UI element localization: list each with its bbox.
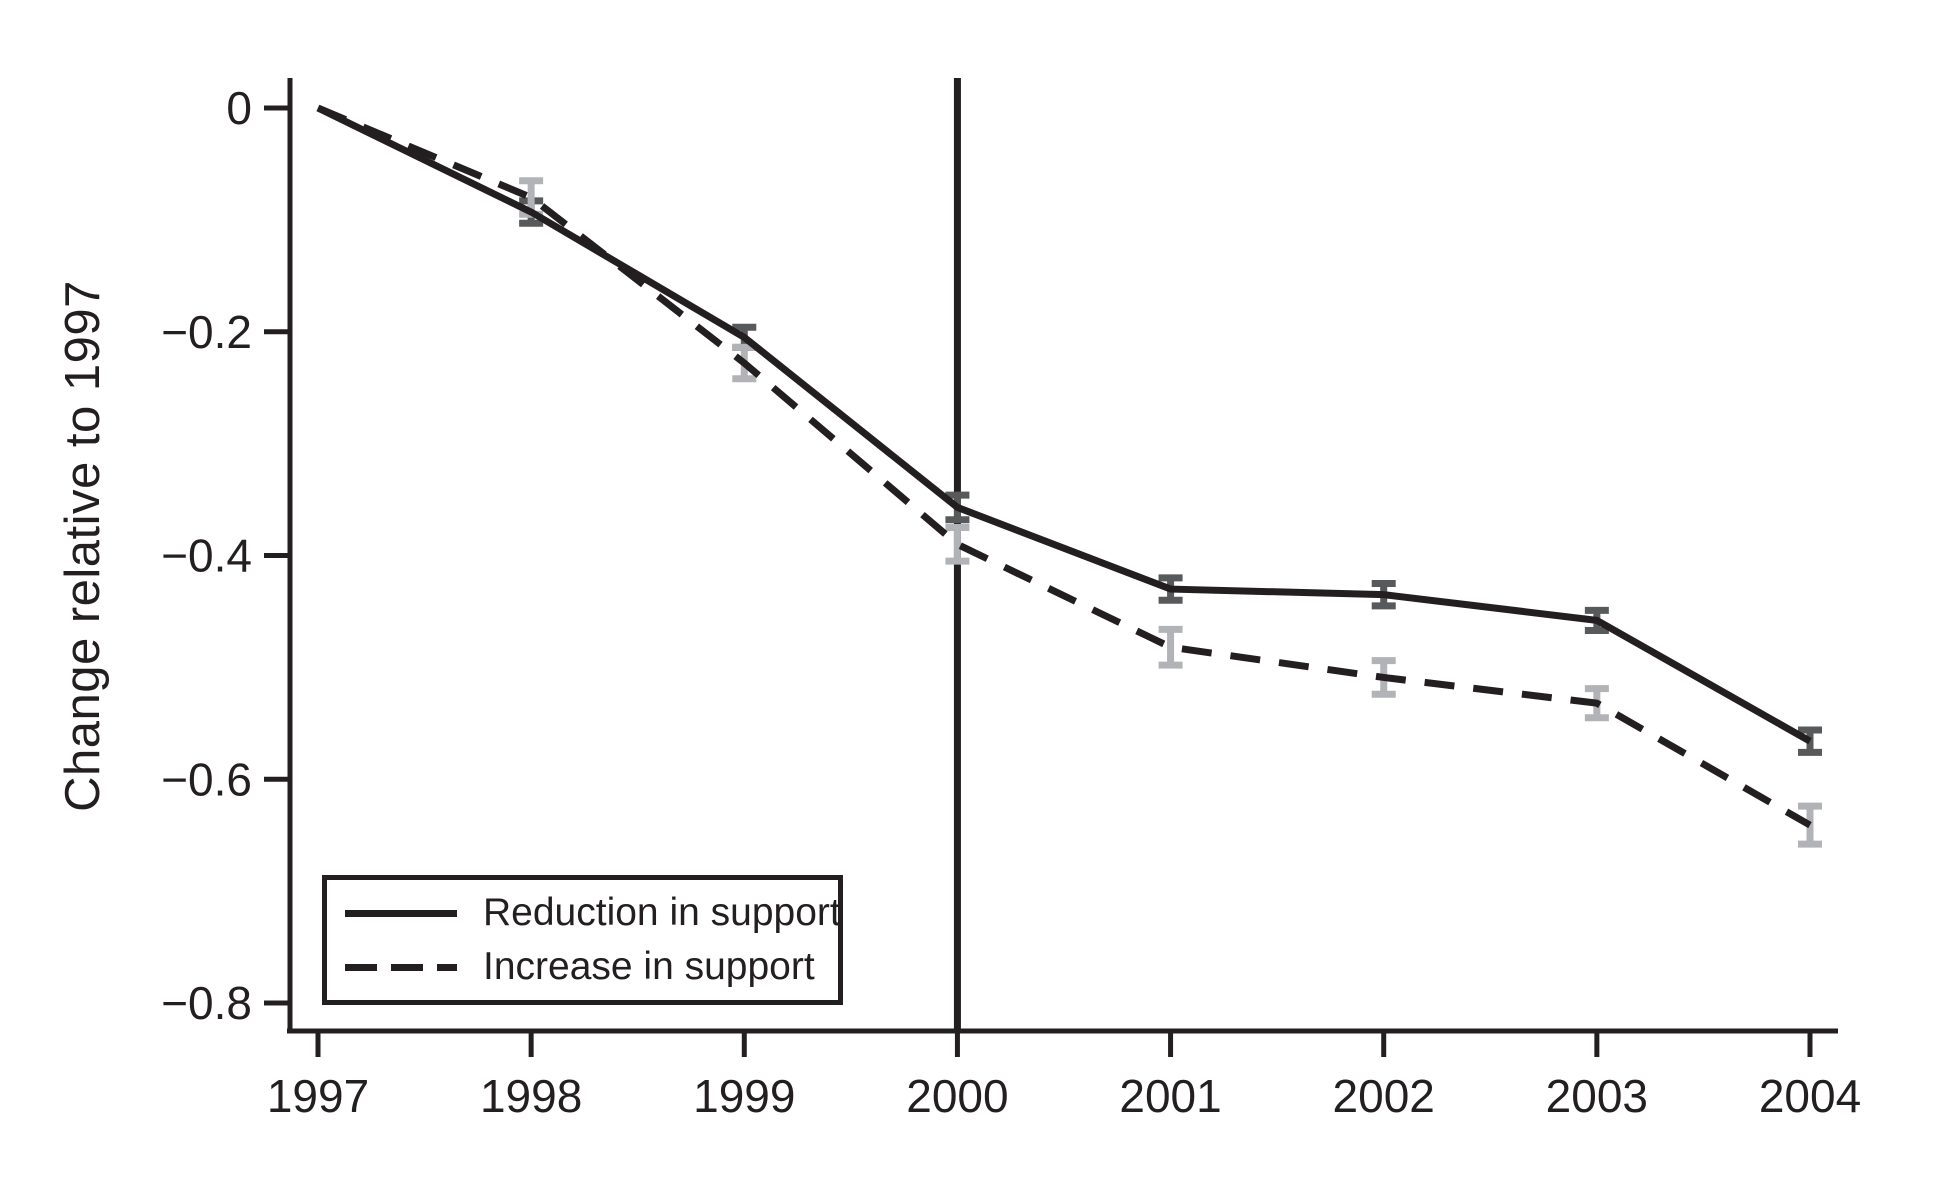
legend-item-increase-in-support: Increase in support <box>345 945 838 988</box>
legend-dashed-line-sample <box>345 963 457 971</box>
series-line-increase-in-support <box>316 104 1812 829</box>
legend-label-increase: Increase in support <box>483 945 815 988</box>
y-tick-label: −0.6 <box>161 753 252 805</box>
series-line-reduction-in-support <box>316 104 1812 745</box>
y-tick-label: −0.8 <box>161 977 252 1029</box>
x-tick-label: 2001 <box>1119 1070 1221 1122</box>
x-tick-label: 1997 <box>267 1070 369 1122</box>
x-tick-label: 2003 <box>1546 1070 1648 1122</box>
y-axis-title: Change relative to 1997 <box>56 280 110 812</box>
x-tick-label: 2002 <box>1333 1070 1435 1122</box>
x-tick-label: 2004 <box>1759 1070 1861 1122</box>
x-tick-label: 1999 <box>693 1070 795 1122</box>
legend-item-reduction-in-support: Reduction in support <box>345 891 841 934</box>
y-tick-label: −0.2 <box>161 306 252 358</box>
x-tick-label: 1998 <box>480 1070 582 1122</box>
x-tick-label: 2000 <box>906 1070 1008 1122</box>
legend-solid-line-sample <box>345 909 457 917</box>
y-tick-label: 0 <box>226 82 252 134</box>
legend-label-reduction: Reduction in support <box>483 891 841 934</box>
legend: Reduction in support Increase in support <box>322 875 843 1005</box>
y-tick-label: −0.4 <box>161 530 252 582</box>
